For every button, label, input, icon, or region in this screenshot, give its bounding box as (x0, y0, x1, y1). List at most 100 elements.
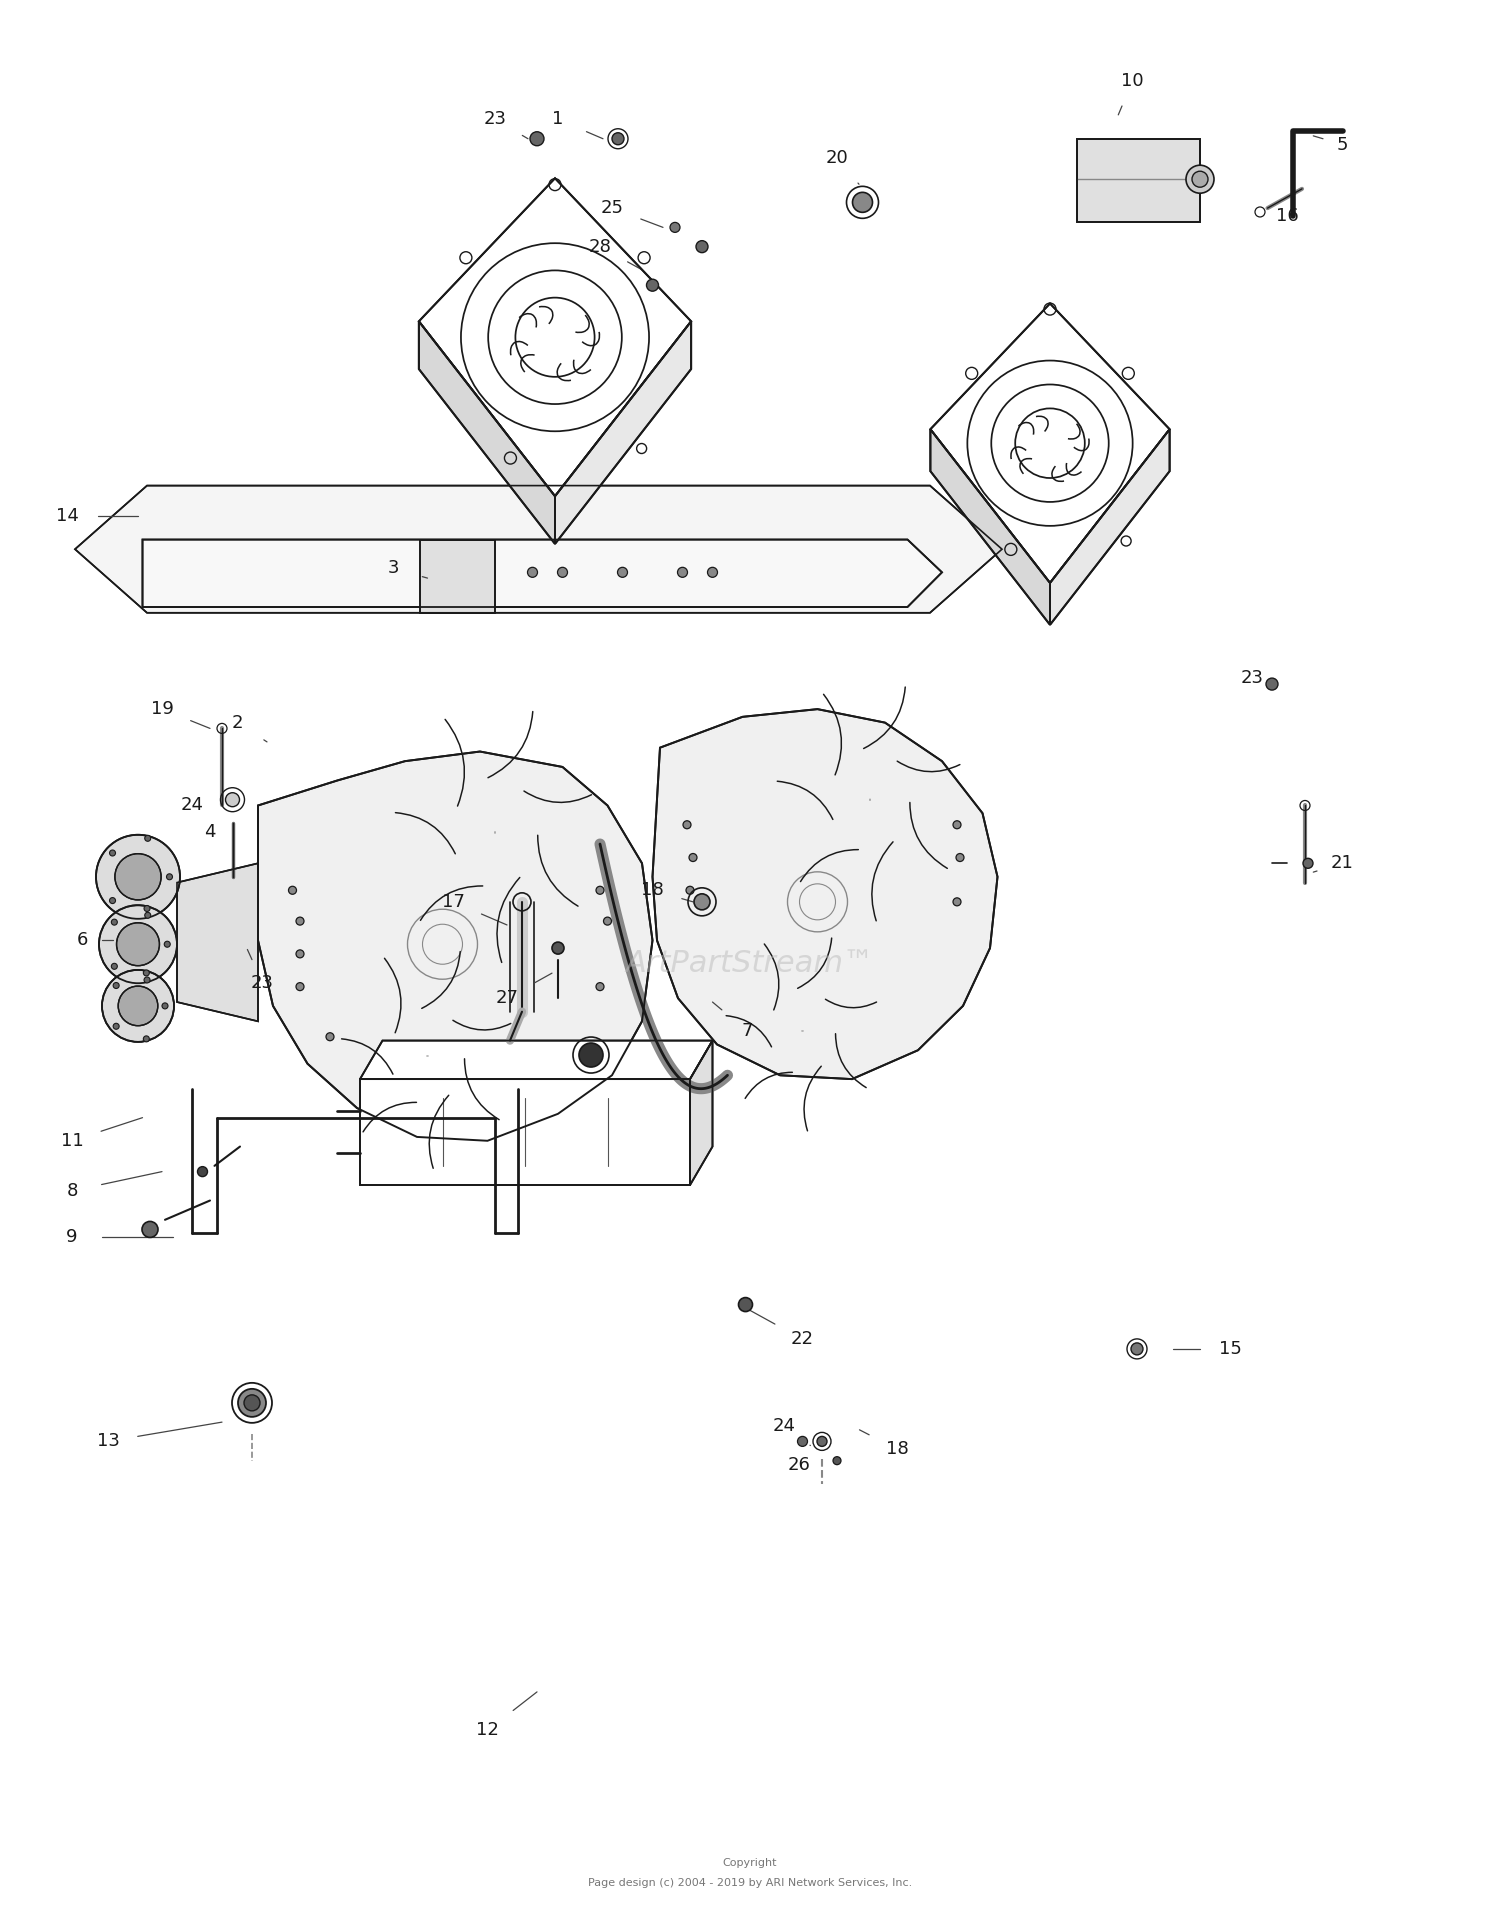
Text: 10: 10 (1120, 71, 1144, 91)
Circle shape (596, 983, 604, 990)
FancyArrowPatch shape (446, 719, 465, 805)
Circle shape (603, 917, 612, 925)
FancyArrowPatch shape (384, 958, 400, 1033)
Text: 16: 16 (1275, 206, 1299, 225)
Text: 23: 23 (483, 110, 507, 129)
FancyArrowPatch shape (746, 1071, 792, 1098)
Text: 8: 8 (66, 1181, 78, 1201)
Polygon shape (258, 752, 652, 1141)
Text: 7: 7 (741, 1021, 753, 1041)
Text: Copyright: Copyright (723, 1858, 777, 1869)
Circle shape (798, 1436, 807, 1447)
Text: 18: 18 (640, 881, 664, 900)
Circle shape (696, 241, 708, 252)
Text: 26: 26 (788, 1455, 812, 1474)
Text: 22: 22 (790, 1330, 814, 1349)
Text: 6: 6 (76, 931, 88, 950)
Text: 12: 12 (476, 1721, 500, 1740)
Circle shape (198, 1166, 207, 1177)
FancyArrowPatch shape (537, 834, 578, 906)
Circle shape (112, 983, 118, 989)
Circle shape (1266, 678, 1278, 690)
Circle shape (118, 987, 158, 1025)
Circle shape (288, 886, 297, 894)
Polygon shape (142, 540, 942, 607)
Circle shape (117, 923, 159, 965)
Circle shape (326, 1033, 334, 1041)
Text: 27: 27 (495, 989, 519, 1008)
Circle shape (166, 873, 172, 881)
Circle shape (96, 834, 180, 919)
Circle shape (296, 950, 304, 958)
Circle shape (144, 977, 150, 983)
Circle shape (596, 886, 604, 894)
Text: 23: 23 (251, 973, 274, 992)
Circle shape (144, 906, 150, 911)
Circle shape (116, 854, 160, 900)
Text: 11: 11 (60, 1131, 84, 1150)
Circle shape (646, 279, 658, 291)
Text: 24: 24 (180, 796, 204, 815)
Circle shape (144, 834, 150, 842)
Polygon shape (419, 179, 692, 495)
Circle shape (238, 1389, 266, 1416)
Circle shape (682, 821, 692, 829)
Circle shape (99, 906, 177, 983)
Circle shape (612, 133, 624, 145)
Circle shape (952, 898, 962, 906)
FancyArrowPatch shape (429, 1095, 448, 1168)
Circle shape (162, 1002, 168, 1010)
Polygon shape (930, 304, 1170, 582)
Text: 18: 18 (885, 1439, 909, 1459)
Text: 1: 1 (552, 110, 564, 129)
Polygon shape (360, 1079, 690, 1185)
FancyArrowPatch shape (798, 938, 831, 989)
Text: 21: 21 (1330, 854, 1354, 873)
Circle shape (952, 821, 962, 829)
Text: 23: 23 (1240, 669, 1264, 688)
Circle shape (686, 886, 694, 894)
Circle shape (618, 567, 627, 578)
FancyArrowPatch shape (420, 886, 483, 921)
Circle shape (833, 1457, 842, 1465)
Text: 5: 5 (1336, 135, 1348, 154)
FancyArrowPatch shape (897, 761, 960, 771)
Circle shape (694, 894, 709, 910)
Circle shape (110, 850, 116, 856)
Text: 24: 24 (772, 1416, 796, 1436)
Polygon shape (555, 322, 692, 543)
FancyArrowPatch shape (824, 694, 842, 775)
Polygon shape (1077, 139, 1200, 222)
Text: 3: 3 (387, 559, 399, 578)
Text: 20: 20 (825, 148, 849, 168)
Circle shape (112, 1023, 118, 1029)
Circle shape (528, 567, 537, 578)
FancyArrowPatch shape (496, 877, 520, 962)
FancyArrowPatch shape (804, 1066, 822, 1131)
Text: ArtPartStream™: ArtPartStream™ (626, 948, 874, 979)
FancyArrowPatch shape (524, 792, 591, 802)
Text: 14: 14 (56, 507, 80, 526)
FancyArrowPatch shape (488, 711, 532, 779)
Polygon shape (419, 322, 555, 543)
Circle shape (956, 854, 964, 861)
FancyArrowPatch shape (465, 1058, 500, 1120)
Text: 2: 2 (231, 713, 243, 732)
Circle shape (144, 911, 150, 919)
Text: 25: 25 (600, 198, 624, 218)
FancyArrowPatch shape (777, 780, 832, 819)
Circle shape (144, 1037, 150, 1043)
Text: Page design (c) 2004 - 2019 by ARI Network Services, Inc.: Page design (c) 2004 - 2019 by ARI Netwo… (588, 1877, 912, 1888)
FancyArrowPatch shape (422, 952, 460, 1008)
Text: 15: 15 (1218, 1339, 1242, 1359)
Text: 19: 19 (150, 700, 174, 719)
Polygon shape (420, 540, 495, 613)
Circle shape (552, 942, 564, 954)
Circle shape (530, 131, 544, 146)
FancyArrowPatch shape (864, 688, 904, 748)
FancyArrowPatch shape (453, 1019, 512, 1029)
Polygon shape (690, 1041, 712, 1185)
FancyArrowPatch shape (363, 1102, 417, 1131)
Circle shape (688, 854, 698, 861)
Circle shape (1186, 166, 1214, 193)
